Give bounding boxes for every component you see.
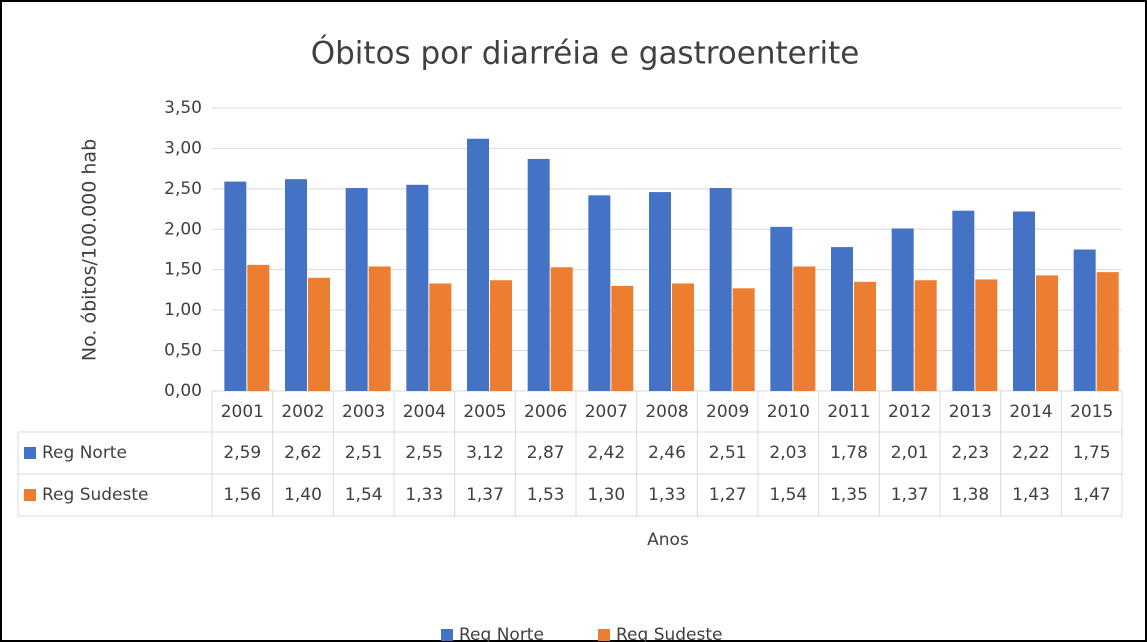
chart-title: Óbitos por diarréia e gastroenterite	[311, 35, 860, 72]
y-axis-label: No. óbitos/100.000 hab	[79, 139, 101, 361]
bar	[550, 267, 573, 391]
y-tick-label: 3,50	[164, 98, 202, 118]
y-tick-label: 0,00	[164, 381, 202, 401]
table-value: 2,55	[405, 443, 443, 463]
x-tick-label: 2004	[403, 402, 446, 422]
bar	[611, 285, 634, 391]
bar	[285, 179, 307, 391]
table-value: 1,47	[1073, 485, 1111, 505]
bar	[368, 266, 391, 391]
bar	[588, 195, 611, 391]
bar	[732, 288, 755, 391]
table-value: 2,22	[1012, 443, 1050, 463]
bar	[914, 280, 937, 391]
x-tick-label: 2001	[221, 402, 264, 422]
y-tick-label: 1,50	[164, 260, 202, 280]
bar	[672, 283, 694, 391]
table-value: 2,51	[345, 443, 383, 463]
bar	[649, 192, 671, 391]
x-tick-label: 2015	[1070, 402, 1113, 422]
table-series-name: Reg Norte	[42, 443, 127, 463]
table-value: 1,53	[527, 485, 565, 505]
y-tick-label: 1,00	[164, 300, 202, 320]
x-tick-label: 2014	[1009, 402, 1052, 422]
bar	[770, 226, 793, 391]
bar	[406, 184, 429, 391]
table-value: 1,30	[587, 485, 625, 505]
bar	[345, 188, 368, 391]
bar	[1013, 211, 1035, 391]
table-series-name: Reg Sudeste	[42, 485, 149, 505]
bar	[224, 181, 247, 391]
x-tick-label: 2012	[888, 402, 931, 422]
x-tick-label: 2003	[342, 402, 385, 422]
table-value: 2,01	[891, 443, 929, 463]
table-value: 1,33	[405, 485, 443, 505]
bar	[1036, 275, 1058, 391]
x-tick-label: 2011	[827, 402, 870, 422]
x-tick-label: 2010	[767, 402, 810, 422]
y-tick-label: 3,00	[164, 138, 202, 158]
bar	[429, 283, 452, 391]
bar	[527, 158, 550, 391]
table-value: 1,54	[345, 485, 383, 505]
table-value: 2,42	[587, 443, 625, 463]
bar	[247, 264, 270, 391]
y-tick-label: 2,50	[164, 179, 202, 199]
x-tick-label: 2005	[463, 402, 506, 422]
y-tick-label: 2,00	[164, 219, 202, 239]
x-tick-label: 2006	[524, 402, 567, 422]
table-value: 2,51	[709, 443, 747, 463]
table-value: 1,56	[223, 485, 261, 505]
bar	[467, 138, 489, 391]
table-value: 1,35	[830, 485, 868, 505]
table-value: 2,87	[527, 443, 565, 463]
table-value: 2,03	[769, 443, 807, 463]
bar	[490, 280, 512, 391]
bar	[1096, 272, 1119, 391]
x-tick-label: 2007	[585, 402, 628, 422]
bar	[854, 281, 876, 391]
x-tick-label: 2008	[645, 402, 688, 422]
table-legend-key	[24, 447, 36, 459]
legend-key	[441, 629, 453, 641]
table-value: 2,46	[648, 443, 686, 463]
bar	[952, 210, 975, 391]
table-value: 1,37	[891, 485, 929, 505]
table-value: 1,75	[1073, 443, 1111, 463]
legend-key	[598, 629, 610, 641]
bar	[709, 188, 732, 391]
table-value: 1,40	[284, 485, 322, 505]
bar	[975, 279, 998, 391]
bar	[891, 228, 914, 391]
table-legend-key	[24, 489, 36, 501]
table-value: 1,54	[769, 485, 807, 505]
bar	[1073, 249, 1096, 391]
table-value: 1,38	[951, 485, 989, 505]
x-tick-label: 2009	[706, 402, 749, 422]
bar	[308, 277, 330, 391]
y-tick-label: 0,50	[164, 341, 202, 361]
table-value: 1,27	[709, 485, 747, 505]
bar	[793, 266, 816, 391]
table-value: 1,43	[1012, 485, 1050, 505]
x-tick-label: 2013	[949, 402, 992, 422]
x-tick-label: 2002	[281, 402, 324, 422]
x-axis-label: Anos	[647, 530, 689, 550]
bar	[831, 247, 853, 391]
table-value: 1,37	[466, 485, 504, 505]
table-value: 3,12	[466, 443, 504, 463]
table-value: 2,23	[951, 443, 989, 463]
legend-label: Reg Sudeste	[616, 625, 723, 642]
table-value: 2,59	[223, 443, 261, 463]
table-value: 2,62	[284, 443, 322, 463]
table-value: 1,33	[648, 485, 686, 505]
legend-label: Reg Norte	[459, 625, 544, 642]
table-value: 1,78	[830, 443, 868, 463]
